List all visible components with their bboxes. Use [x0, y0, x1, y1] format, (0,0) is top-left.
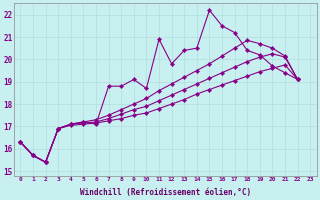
X-axis label: Windchill (Refroidissement éolien,°C): Windchill (Refroidissement éolien,°C) [80, 188, 251, 197]
